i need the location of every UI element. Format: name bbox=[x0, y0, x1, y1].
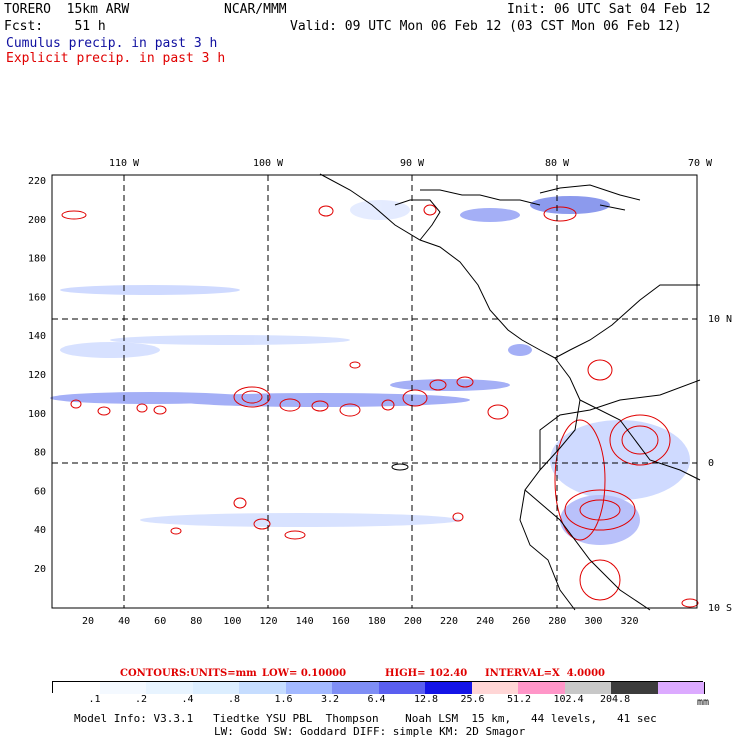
colorbar-swatch bbox=[564, 682, 612, 694]
y-tick-label: 60 bbox=[34, 486, 46, 497]
contours-low: LOW= 0.10000 bbox=[262, 668, 347, 679]
x-tick-label: 200 bbox=[404, 616, 422, 627]
colorbar-label: .8 bbox=[228, 694, 241, 705]
colorbar-label: .2 bbox=[135, 694, 148, 705]
valid-time: Valid: 09 UTC Mon 06 Feb 12 (03 CST Mon … bbox=[290, 19, 682, 34]
y-tick-label: 140 bbox=[28, 331, 46, 342]
colorbar-label: 12.8 bbox=[414, 694, 439, 705]
colorbar-label: 51.2 bbox=[507, 694, 532, 705]
lat-label: 10 S bbox=[708, 603, 732, 614]
model-physics: LW: Godd SW: Goddard DIFF: simple KM: 2D… bbox=[214, 725, 526, 738]
x-tick-label: 120 bbox=[259, 616, 277, 627]
init-time: Init: 06 UTC Sat 04 Feb 12 bbox=[507, 2, 711, 17]
colorbar-swatch bbox=[518, 682, 566, 694]
model-info: Model Info: V3.3.1 Tiedtke YSU PBL Thomp… bbox=[74, 712, 657, 725]
x-tick-label: 100 bbox=[223, 616, 241, 627]
x-tick-label: 320 bbox=[620, 616, 638, 627]
colorbar-swatch bbox=[192, 682, 240, 694]
longitude-labels: 110 W 100 W 90 W 80 W 70 W bbox=[109, 158, 713, 169]
colorbar-unit: mm bbox=[697, 697, 710, 708]
x-tick-label: 280 bbox=[548, 616, 566, 627]
contours-high: HIGH= 102.40 bbox=[385, 668, 468, 679]
x-tick-label: 260 bbox=[512, 616, 530, 627]
contours-label: CONTOURS: bbox=[120, 668, 190, 679]
contours-interval: INTERVAL=X 4.0000 bbox=[485, 668, 605, 679]
colorbar-swatch bbox=[53, 682, 101, 694]
lon-label: 80 W bbox=[545, 158, 570, 169]
colorbar-swatch bbox=[425, 682, 473, 694]
lon-label: 90 W bbox=[400, 158, 425, 169]
y-tick-label: 160 bbox=[28, 292, 46, 303]
colorbar-swatch bbox=[239, 682, 287, 694]
colorbar-swatch bbox=[657, 682, 705, 694]
colorbar-swatch bbox=[611, 682, 659, 694]
lon-label: 100 W bbox=[253, 158, 284, 169]
colorbar-swatch bbox=[332, 682, 380, 694]
y-tick-label: 220 bbox=[28, 176, 46, 187]
colorbar-swatch bbox=[285, 682, 333, 694]
contours-units: UNITS=mm bbox=[190, 668, 257, 679]
y-tick-label: 40 bbox=[34, 525, 46, 536]
y-tick-label: 20 bbox=[34, 564, 46, 575]
colorbar bbox=[52, 681, 705, 694]
x-tick-label: 20 bbox=[82, 616, 94, 627]
colorbar-label: 1.6 bbox=[274, 694, 293, 705]
center-name: NCAR/MMM bbox=[224, 2, 287, 17]
colorbar-label: .4 bbox=[181, 694, 194, 705]
colorbar-label: 3.2 bbox=[321, 694, 340, 705]
x-tick-label: 40 bbox=[118, 616, 130, 627]
cumulus-precip-areas bbox=[50, 196, 690, 545]
colorbar-label: 204.8 bbox=[600, 694, 631, 705]
lon-label: 70 W bbox=[688, 158, 713, 169]
colorbar-label: 6.4 bbox=[367, 694, 386, 705]
x-tick-label: 300 bbox=[584, 616, 602, 627]
y-tick-label: 100 bbox=[28, 409, 46, 420]
lon-label: 110 W bbox=[109, 158, 140, 169]
legend-explicit: Explicit precip. in past 3 h bbox=[6, 51, 226, 66]
coastlines bbox=[319, 173, 701, 611]
y-tick-label: 80 bbox=[34, 448, 46, 459]
x-tick-label: 140 bbox=[296, 616, 314, 627]
x-tick-label: 180 bbox=[368, 616, 386, 627]
y-tick-label: 200 bbox=[28, 215, 46, 226]
x-axis-ticks: 20 40 60 80 100 120 140 160 180 200 220 240 260 280 30… bbox=[82, 616, 639, 627]
colorbar-swatch bbox=[471, 682, 519, 694]
colorbar-label: 25.6 bbox=[460, 694, 485, 705]
latitude-labels: 10 N 0 10 S bbox=[708, 314, 732, 614]
model-name: TORERO 15km ARW bbox=[4, 2, 130, 17]
x-tick-label: 80 bbox=[190, 616, 202, 627]
x-tick-label: 220 bbox=[440, 616, 458, 627]
legend-cumulus: Cumulus precip. in past 3 h bbox=[6, 36, 218, 51]
colorbar-swatch bbox=[146, 682, 194, 694]
lat-label: 10 N bbox=[708, 314, 732, 325]
colorbar-swatch bbox=[378, 682, 426, 694]
explicit-precip-contours bbox=[61, 204, 699, 608]
y-tick-label: 120 bbox=[28, 370, 46, 381]
x-tick-label: 60 bbox=[154, 616, 166, 627]
colorbar-swatch bbox=[99, 682, 147, 694]
x-tick-label: 240 bbox=[476, 616, 494, 627]
latlon-grid bbox=[52, 175, 697, 608]
lat-label: 0 bbox=[708, 458, 714, 469]
colorbar-label: 102.4 bbox=[553, 694, 584, 705]
forecast-hour: Fcst: 51 h bbox=[4, 19, 106, 34]
colorbar-label: .1 bbox=[88, 694, 101, 705]
x-tick-label: 160 bbox=[332, 616, 350, 627]
plot-frame bbox=[51, 174, 698, 609]
y-tick-label: 180 bbox=[28, 254, 46, 265]
colorbar-labels: .1 .2 .4 .8 1.6 3.2 6.4 12.8 25.6 51.2 102.4 204.8 bbox=[52, 694, 712, 708]
y-axis-ticks: 220 200 180 160 140 120 100 80 60 40 20 bbox=[28, 176, 46, 575]
